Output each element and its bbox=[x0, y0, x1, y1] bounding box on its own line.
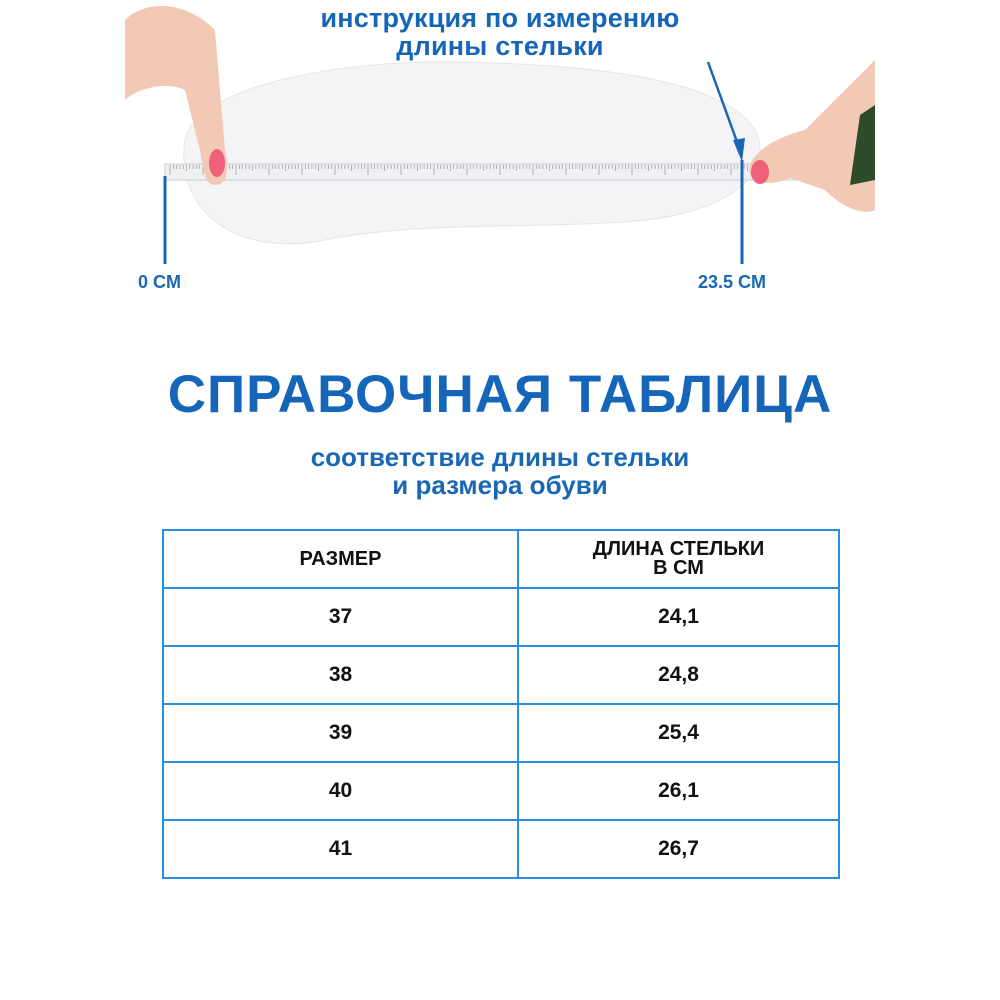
table-row: 40 26,1 bbox=[162, 761, 840, 821]
header-length: ДЛИНА СТЕЛЬКИ В СМ bbox=[517, 529, 840, 589]
table-row: 39 25,4 bbox=[162, 703, 840, 763]
reference-title: СПРАВОЧНАЯ ТАБЛИЦА bbox=[167, 365, 833, 424]
arrow-head-icon bbox=[733, 138, 745, 162]
subtitle-line2: и размера обуви bbox=[392, 470, 608, 500]
header-size: РАЗМЕР bbox=[162, 529, 519, 589]
insole-measurement-photo bbox=[125, 0, 875, 300]
length-cell: 26,1 bbox=[517, 761, 840, 821]
right-hand bbox=[749, 60, 875, 212]
instruction-title-line2: длины стельки bbox=[396, 31, 604, 61]
right-fingernail bbox=[751, 160, 769, 184]
end-cm-label: 23.5 CM bbox=[698, 272, 767, 292]
length-cell: 25,4 bbox=[517, 703, 840, 763]
size-cell: 39 bbox=[162, 703, 519, 763]
length-cell: 26,7 bbox=[517, 819, 840, 879]
arrow-shaft bbox=[706, 61, 742, 151]
table-row: 38 24,8 bbox=[162, 645, 840, 705]
left-fingernail bbox=[209, 149, 225, 177]
header-length-line2: В СМ bbox=[653, 557, 704, 579]
table-row: 41 26,7 bbox=[162, 819, 840, 879]
zero-cm-label: 0 CM bbox=[138, 272, 182, 292]
table-row: 37 24,1 bbox=[162, 587, 840, 647]
subtitle-line1: соответствие длины стельки bbox=[310, 442, 690, 472]
length-cell: 24,8 bbox=[517, 645, 840, 705]
table-header-row: РАЗМЕР ДЛИНА СТЕЛЬКИ В СМ bbox=[162, 529, 840, 589]
header-length-line1: ДЛИНА СТЕЛЬКИ bbox=[592, 538, 765, 560]
length-cell: 24,1 bbox=[517, 587, 840, 647]
size-cell: 40 bbox=[162, 761, 519, 821]
instruction-title-line1: инструкция по измерению bbox=[320, 3, 680, 33]
instruction-title: инструкция по измерению длины стельки bbox=[0, 4, 1000, 60]
insole bbox=[183, 61, 761, 245]
size-table: РАЗМЕР ДЛИНА СТЕЛЬКИ В СМ 37 24,1 38 24,8 3… bbox=[162, 529, 840, 879]
reference-subtitle: соответствие длины стельки и размера обу… bbox=[0, 443, 1000, 499]
size-cell: 37 bbox=[162, 587, 519, 647]
insole-illustration bbox=[125, 6, 875, 264]
tape-case bbox=[850, 105, 875, 185]
size-cell: 38 bbox=[162, 645, 519, 705]
size-cell: 41 bbox=[162, 819, 519, 879]
left-hand bbox=[125, 6, 227, 185]
